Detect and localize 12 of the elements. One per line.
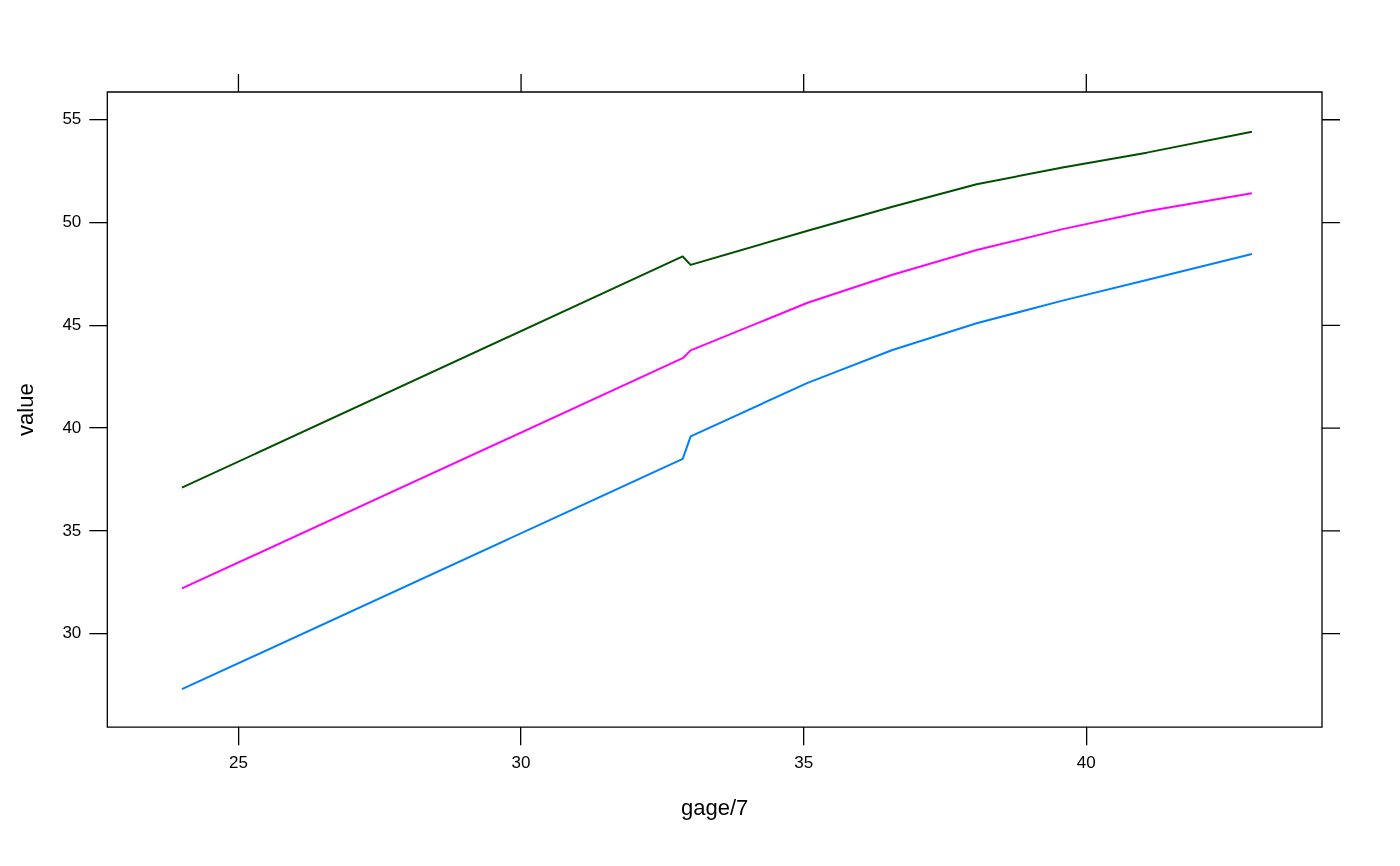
y-tick-label: 45 <box>62 315 82 335</box>
y-tick-label: 55 <box>62 109 82 129</box>
y-axis-title: value <box>13 383 39 436</box>
x-tick-label: 25 <box>228 753 248 773</box>
y-tick-label: 30 <box>62 623 82 643</box>
y-tick-label: 50 <box>62 212 82 232</box>
x-tick-label: 30 <box>511 753 531 773</box>
x-tick-label: 35 <box>794 753 814 773</box>
y-tick-label: 40 <box>62 417 82 437</box>
x-axis-title: gage/7 <box>681 794 749 820</box>
y-tick-label: 35 <box>62 520 82 540</box>
x-tick-label: 40 <box>1076 753 1096 773</box>
